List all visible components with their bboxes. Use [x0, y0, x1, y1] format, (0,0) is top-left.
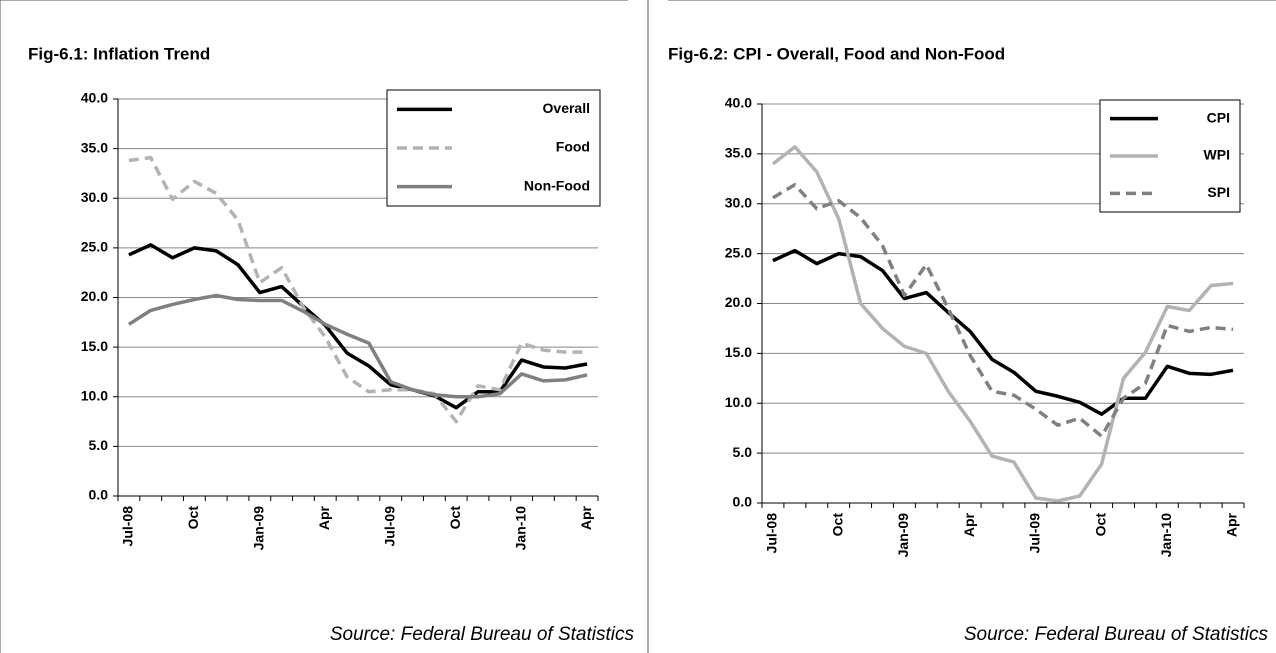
y-tick-label: 15.0	[81, 338, 108, 354]
y-tick-label: 25.0	[81, 239, 108, 255]
series-line	[128, 243, 588, 410]
x-tick-label: Jan-09	[895, 513, 911, 558]
legend-label: SPI	[1207, 184, 1230, 200]
y-tick-label: 40.0	[81, 90, 108, 106]
y-tick-label: 10.0	[81, 387, 108, 403]
series-line	[771, 145, 1234, 503]
series-line	[128, 155, 588, 424]
x-tick-label: Jan-10	[1158, 513, 1174, 558]
series-line	[772, 183, 1234, 438]
y-tick-label: 0.0	[89, 487, 109, 503]
y-tick-label: 35.0	[725, 145, 752, 161]
chart-title: Fig-6.2: CPI - Overall, Food and Non-Foo…	[668, 44, 1005, 63]
legend-label: Non-Food	[524, 177, 590, 193]
y-tick-label: 15.0	[725, 344, 752, 360]
y-tick-label: 20.0	[81, 288, 108, 304]
x-tick-label: Oct	[185, 506, 201, 530]
y-tick-label: 35.0	[81, 139, 108, 155]
x-tick-label: Jan-09	[251, 506, 267, 551]
source-note: Source: Federal Bureau of Statistics	[964, 624, 1269, 645]
y-tick-label: 5.0	[89, 437, 109, 453]
y-tick-label: 20.0	[725, 294, 752, 310]
x-tick-label: Jul-08	[764, 513, 780, 554]
x-tick-label: Oct	[829, 513, 845, 537]
x-tick-label: Apr	[1224, 512, 1240, 537]
legend-label: Overall	[543, 100, 590, 116]
y-tick-label: 30.0	[81, 189, 108, 205]
x-tick-label: Oct	[447, 506, 463, 530]
x-tick-label: Apr	[578, 505, 594, 530]
y-tick-label: 5.0	[733, 444, 753, 460]
y-tick-label: 0.0	[733, 494, 753, 510]
source-note: Source: Federal Bureau of Statistics	[330, 624, 635, 645]
y-tick-label: 10.0	[725, 394, 752, 410]
chart-title: Fig-6.1: Inflation Trend	[28, 44, 210, 63]
x-tick-label: Jul-09	[381, 506, 397, 547]
x-tick-label: Jul-09	[1027, 513, 1043, 554]
y-tick-label: 25.0	[725, 244, 752, 260]
y-tick-label: 40.0	[725, 95, 752, 111]
x-tick-label: Oct	[1092, 513, 1108, 537]
x-tick-label: Apr	[961, 512, 977, 537]
legend-label: CPI	[1207, 109, 1230, 125]
x-tick-label: Apr	[316, 505, 332, 530]
y-tick-label: 30.0	[725, 194, 752, 210]
x-tick-label: Jan-10	[512, 506, 528, 551]
series-line	[127, 293, 588, 399]
legend-label: Food	[556, 139, 590, 155]
legend-label: WPI	[1204, 147, 1230, 163]
x-tick-label: Jul-08	[120, 506, 136, 547]
